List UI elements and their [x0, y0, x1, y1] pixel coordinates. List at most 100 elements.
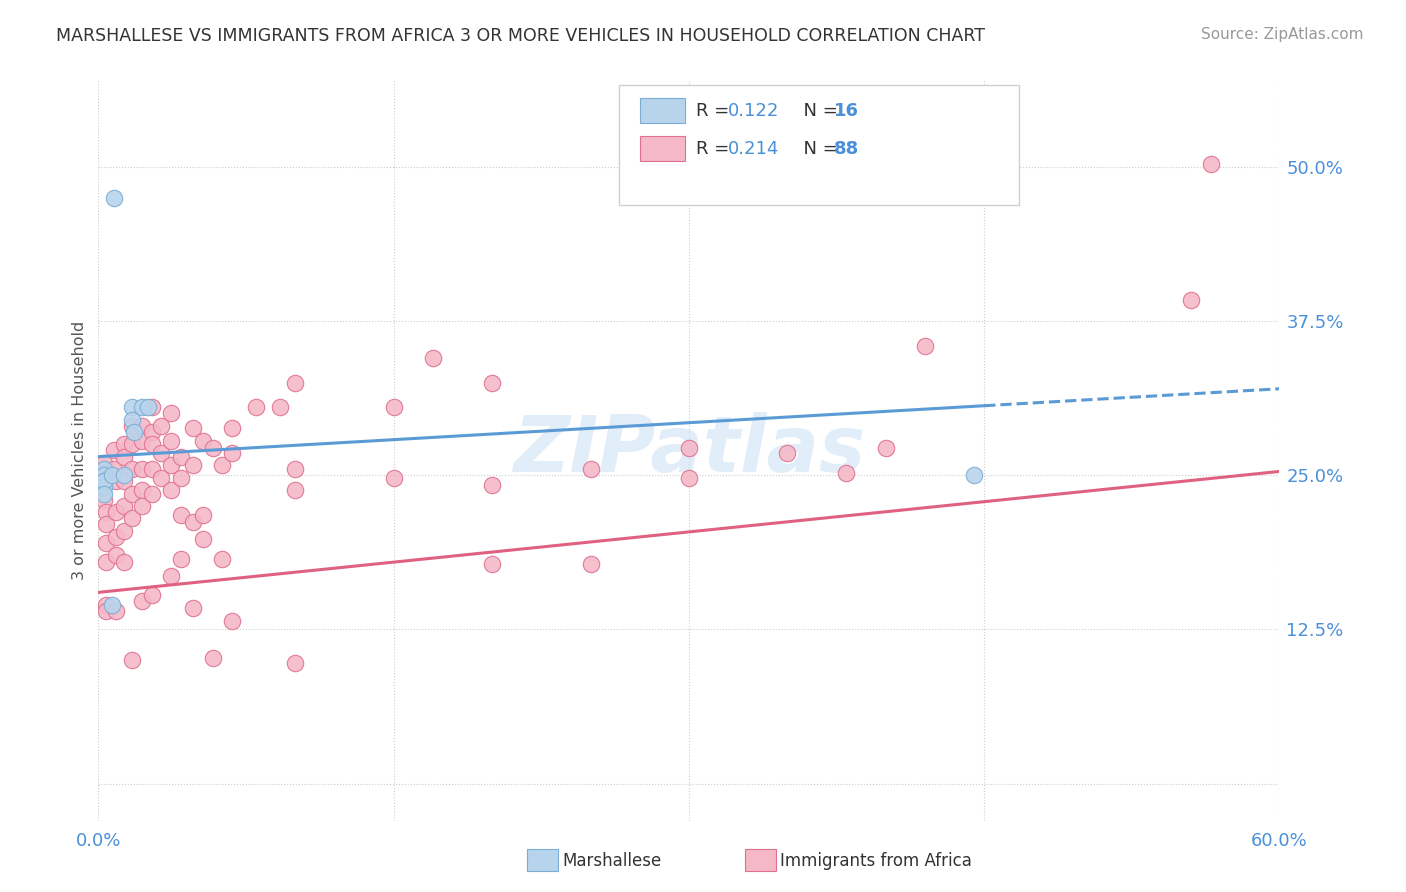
Point — [121, 401, 143, 415]
Point — [103, 462, 125, 476]
Point — [121, 653, 143, 667]
Point — [93, 468, 115, 483]
Point — [93, 462, 115, 476]
Text: MARSHALLESE VS IMMIGRANTS FROM AFRICA 3 OR MORE VEHICLES IN HOUSEHOLD CORRELATIO: MARSHALLESE VS IMMIGRANTS FROM AFRICA 3 … — [56, 27, 986, 45]
Point — [181, 515, 204, 529]
Point — [422, 351, 444, 365]
Point — [93, 475, 115, 489]
Point — [150, 470, 173, 484]
Point — [160, 458, 183, 473]
Point — [211, 552, 233, 566]
Point — [191, 434, 214, 448]
Point — [136, 401, 159, 415]
Point — [481, 557, 503, 571]
Point — [284, 483, 307, 497]
Point — [1199, 157, 1222, 171]
Point — [93, 475, 115, 489]
Point — [170, 508, 193, 522]
Point — [914, 338, 936, 352]
Point — [103, 190, 125, 204]
Point — [201, 441, 224, 455]
Point — [96, 604, 118, 618]
Point — [1180, 293, 1202, 307]
Text: N =: N = — [792, 140, 844, 158]
Point — [93, 468, 115, 483]
Point — [201, 650, 224, 665]
Point — [170, 450, 193, 464]
Point — [141, 425, 163, 439]
Point — [181, 421, 204, 435]
Point — [221, 446, 243, 460]
Point — [269, 401, 291, 415]
Point — [96, 505, 118, 519]
Point — [112, 554, 135, 569]
Text: R =: R = — [696, 102, 735, 120]
Point — [101, 468, 124, 483]
Point — [93, 486, 115, 500]
Point — [481, 376, 503, 390]
Point — [245, 401, 267, 415]
Point — [963, 468, 986, 483]
Point — [105, 530, 128, 544]
Point — [160, 569, 183, 583]
Point — [835, 466, 858, 480]
Point — [121, 462, 143, 476]
Point — [284, 656, 307, 670]
Point — [121, 486, 143, 500]
Point — [112, 475, 135, 489]
Point — [103, 443, 125, 458]
Point — [141, 401, 163, 415]
Point — [93, 456, 115, 470]
Point — [875, 441, 897, 455]
Y-axis label: 3 or more Vehicles in Household: 3 or more Vehicles in Household — [72, 321, 87, 580]
Point — [96, 536, 118, 550]
Point — [112, 524, 135, 538]
Point — [221, 614, 243, 628]
Point — [141, 588, 163, 602]
Point — [678, 470, 700, 484]
Point — [96, 554, 118, 569]
Point — [150, 446, 173, 460]
Text: 0.214: 0.214 — [728, 140, 780, 158]
Point — [105, 475, 128, 489]
Point — [211, 458, 233, 473]
Point — [131, 594, 153, 608]
Point — [112, 437, 135, 451]
Point — [105, 604, 128, 618]
Text: 16: 16 — [834, 102, 859, 120]
Point — [181, 458, 204, 473]
Point — [93, 492, 115, 507]
Point — [170, 552, 193, 566]
Point — [141, 486, 163, 500]
Point — [141, 437, 163, 451]
Point — [121, 511, 143, 525]
Text: Source: ZipAtlas.com: Source: ZipAtlas.com — [1201, 27, 1364, 42]
Point — [141, 462, 163, 476]
Point — [112, 468, 135, 483]
Point — [150, 418, 173, 433]
Point — [382, 401, 405, 415]
Point — [131, 483, 153, 497]
Point — [131, 499, 153, 513]
Point — [93, 480, 115, 494]
Point — [96, 517, 118, 532]
Point — [101, 598, 124, 612]
Point — [121, 437, 143, 451]
Text: Immigrants from Africa: Immigrants from Africa — [780, 852, 972, 870]
Point — [131, 418, 153, 433]
Point — [481, 478, 503, 492]
Point — [160, 483, 183, 497]
Point — [131, 434, 153, 448]
Point — [105, 549, 128, 563]
Text: Marshallese: Marshallese — [562, 852, 662, 870]
Point — [382, 470, 405, 484]
Point — [284, 462, 307, 476]
Point — [121, 418, 143, 433]
Point — [112, 450, 135, 464]
Text: 0.122: 0.122 — [728, 102, 780, 120]
Point — [105, 505, 128, 519]
Point — [191, 533, 214, 547]
Point — [284, 376, 307, 390]
Point — [131, 462, 153, 476]
Point — [579, 462, 602, 476]
